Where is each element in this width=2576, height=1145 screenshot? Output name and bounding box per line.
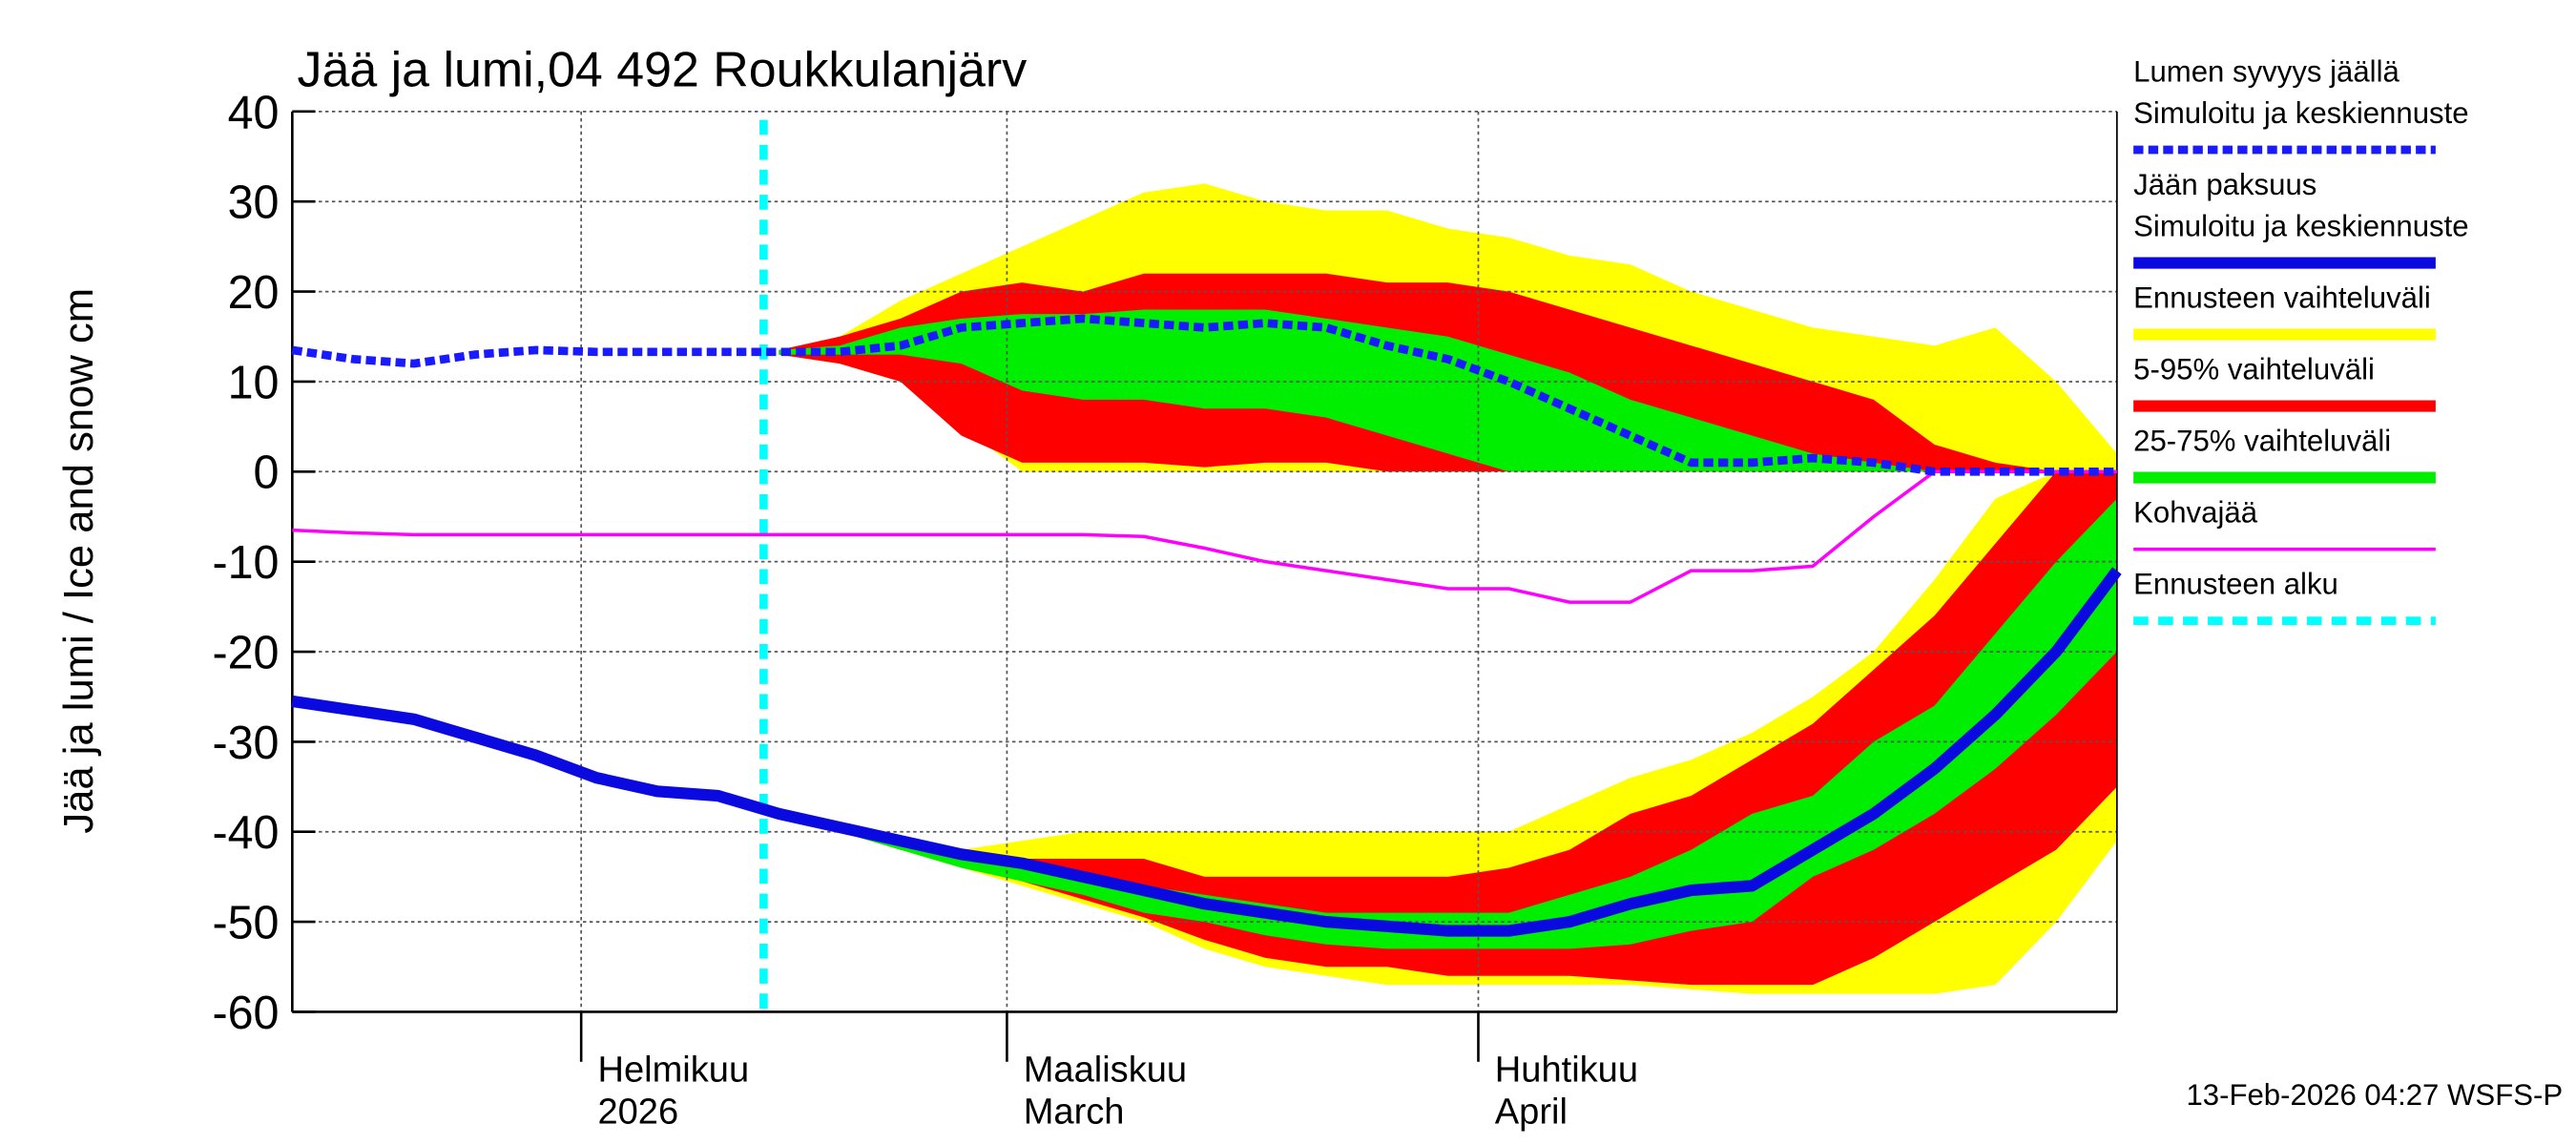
y-tick-label: 10 xyxy=(228,357,280,408)
chart-title: Jää ja lumi,04 492 Roukkulanjärv xyxy=(298,43,1028,98)
legend-label: Lumen syvyys jäällä Simuloitu ja keskienn… xyxy=(2133,54,2468,130)
legend-label: Ennusteen vaihteluväli xyxy=(2133,281,2431,315)
band-area xyxy=(779,309,2117,472)
y-axis-label: Jää ja lumi / Ice and snow cm xyxy=(56,288,102,834)
series-line xyxy=(291,567,2122,937)
y-tick-label: -30 xyxy=(212,718,279,769)
legend-label: 25-75% vaihteluväli xyxy=(2133,425,2391,458)
x-tick-label: Huhtikuu April xyxy=(1495,1050,1638,1133)
series-line xyxy=(292,469,2117,604)
legend-label: Kohvajää xyxy=(2133,496,2257,530)
y-tick-label: 20 xyxy=(228,267,280,319)
x-tick-label: Helmikuu 2026 xyxy=(597,1050,749,1133)
lines xyxy=(291,119,2122,1012)
y-tick-label: -50 xyxy=(212,897,279,948)
grid: -60 -50 -40 -30 -20 -10 0 10 20 30 40 Helmikuu 2026 M… xyxy=(212,87,2118,1133)
y-tick-label: 30 xyxy=(228,177,280,228)
timestamp: 13-Feb-2026 04:27 WSFS-P xyxy=(2186,1078,2563,1112)
x-tick-label: Maaliskuu March xyxy=(1024,1050,1187,1133)
y-tick-label: 0 xyxy=(254,448,280,499)
y-tick-label: -60 xyxy=(212,988,279,1039)
legend-label: 5-95% vaihteluväli xyxy=(2133,353,2375,386)
band-area xyxy=(779,498,2117,949)
legend-label: Ennusteen alku xyxy=(2133,568,2338,601)
legend-label: Jään paksuus Simuloitu ja keskiennuste xyxy=(2133,168,2468,243)
y-tick-label: -40 xyxy=(212,807,279,859)
series-line xyxy=(291,314,2117,476)
y-tick-label: 40 xyxy=(228,87,280,138)
y-tick-label: -20 xyxy=(212,627,279,678)
y-tick-label: -10 xyxy=(212,537,279,589)
